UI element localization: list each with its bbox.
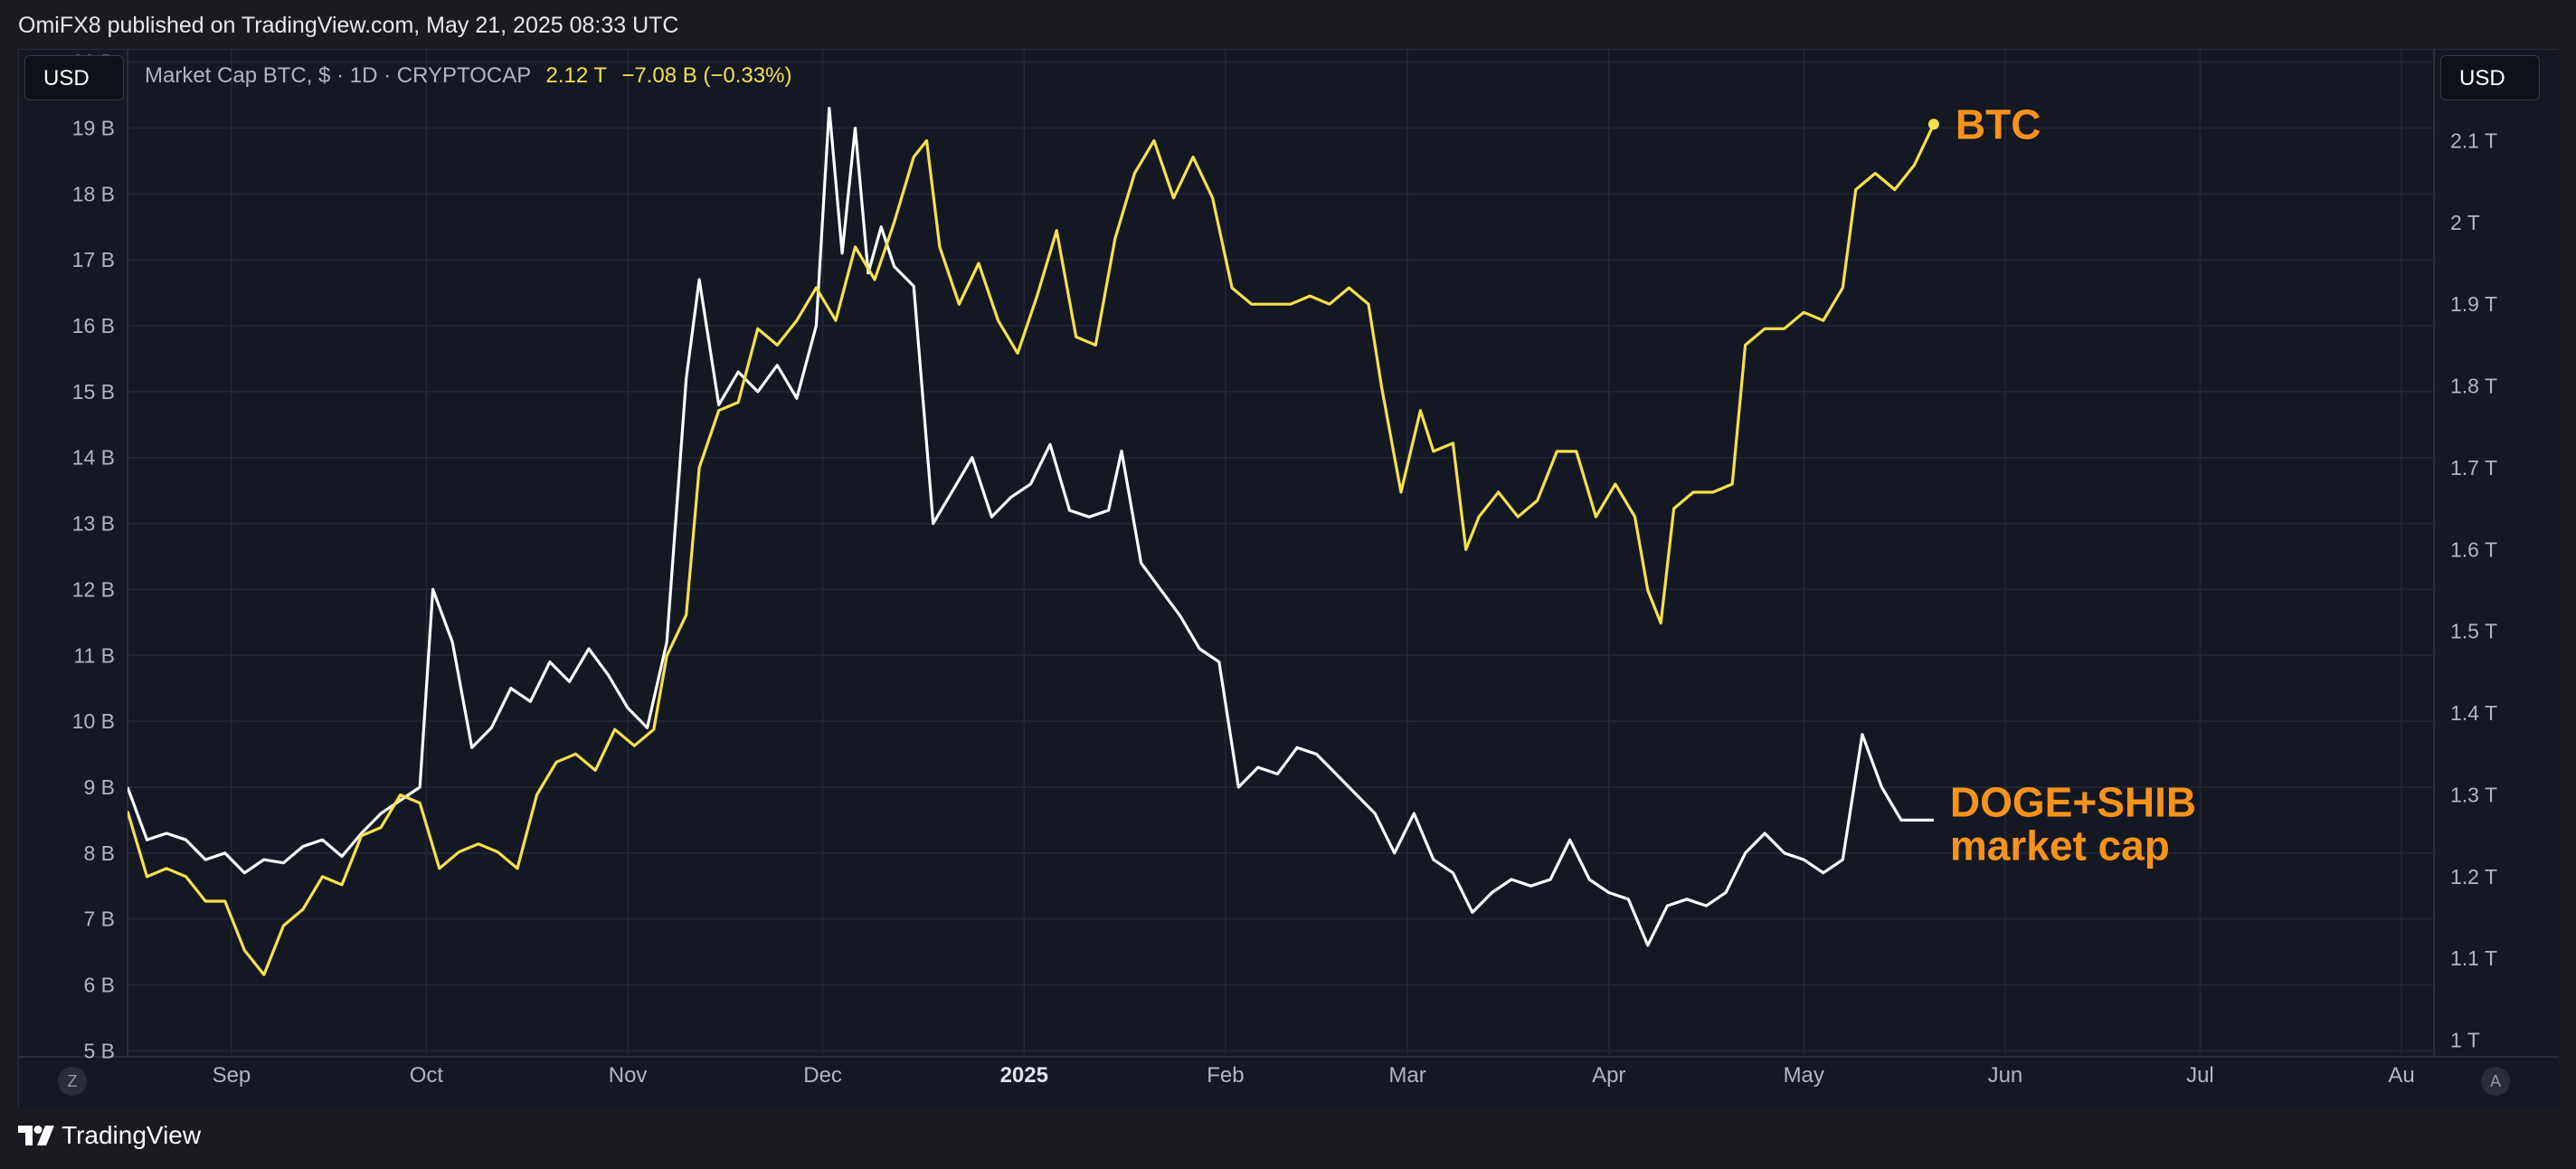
left-tick-label: 13 B [72,512,115,536]
currency-button-right[interactable]: USD [2440,55,2540,100]
left-tick-label: 16 B [72,314,115,337]
footer-brand: TradingView [62,1121,202,1149]
left-tick-label: 14 B [72,446,115,470]
z-button[interactable]: Z [58,1067,87,1096]
x-tick-label: Nov [609,1063,648,1088]
x-tick-label: Apr [1592,1063,1625,1088]
right-tick-label: 1.4 T [2450,701,2497,725]
left-tick-label: 17 B [72,248,115,271]
x-tick-label: Oct [410,1063,444,1088]
left-tick-label: 12 B [72,577,115,601]
doge-shib-line [128,107,1934,947]
a-button[interactable]: A [2481,1067,2510,1096]
x-tick-label: Jul [2186,1063,2214,1088]
left-tick-label: 11 B [73,643,115,667]
x-tick-label: 2025 [1000,1063,1048,1088]
left-tick-label: 9 B [83,775,115,799]
published-header: OmiFX8 published on TradingView.com, May… [18,13,679,38]
chart-frame[interactable]: 5 B 6 B 7 B 8 B 9 B 10 B 11 B 12 B 13 B 14 B 15 B 1… [18,49,2559,1108]
left-tick-label: 8 B [83,841,115,865]
left-tick-label: 18 B [72,182,115,205]
x-tick-label: Au [2388,1063,2414,1088]
x-tick-label: Dec [803,1063,842,1088]
symbol-legend: Market Cap BTC, $ · 1D · CRYPTOCAP 2.12 … [145,63,791,89]
left-tick-label: 7 B [83,908,115,931]
right-tick-label: 1.1 T [2450,946,2497,970]
btc-last-point [1927,119,1939,130]
x-tick-label: Feb [1207,1063,1244,1088]
x-tick-label: Mar [1388,1063,1425,1088]
x-tick-label: Jun [1988,1063,2023,1088]
doge-shib-annotation-line1: DOGE+SHIB [1950,778,2196,825]
right-tick-label: 1.9 T [2450,292,2497,316]
right-axis: 1 T 1.1 T 1.2 T 1.3 T 1.4 T 1.5 T 1.6 T 1.7 T 1.… [2450,128,2497,1051]
left-tick-label: 15 B [72,380,115,404]
right-tick-label: 1 T [2450,1029,2480,1052]
legend-symbol: Market Cap BTC, $ · 1D · CRYPTOCAP [145,63,531,88]
right-tick-label: 1.6 T [2450,537,2497,561]
left-tick-label: 10 B [72,709,115,733]
btc-annotation: BTC [1956,100,2041,147]
right-tick-label: 1.8 T [2450,375,2497,398]
btc-line [128,123,1936,976]
right-tick-label: 2 T [2450,211,2480,234]
series-lines [128,107,1936,976]
right-tick-label: 1.2 T [2450,865,2497,889]
left-tick-label: 6 B [83,974,115,997]
grid-lines [19,50,2559,1058]
right-tick-label: 2.1 T [2450,128,2497,152]
tradingview-logo[interactable]: TradingView [18,1120,201,1151]
price-chart[interactable]: 5 B 6 B 7 B 8 B 9 B 10 B 11 B 12 B 13 B 14 B 15 B 1… [19,50,2559,1108]
left-tick-label: 19 B [72,116,115,139]
right-tick-label: 1.5 T [2450,620,2497,643]
legend-change: −7.08 B (−0.33%) [621,63,792,88]
tradingview-logo-icon [18,1126,54,1145]
doge-shib-annotation-line2: market cap [1950,822,2170,869]
x-axis: Sep Oct Nov Dec 2025 Feb Mar Apr May Jun Jul Au [213,1063,2415,1088]
x-tick-label: Sep [213,1063,251,1088]
left-tick-label: 5 B [83,1039,115,1062]
right-tick-label: 1.3 T [2450,783,2497,806]
x-tick-label: May [1784,1063,1824,1088]
currency-button-left[interactable]: USD [24,55,124,100]
right-tick-label: 1.7 T [2450,456,2497,480]
legend-last-value: 2.12 T [545,63,607,88]
